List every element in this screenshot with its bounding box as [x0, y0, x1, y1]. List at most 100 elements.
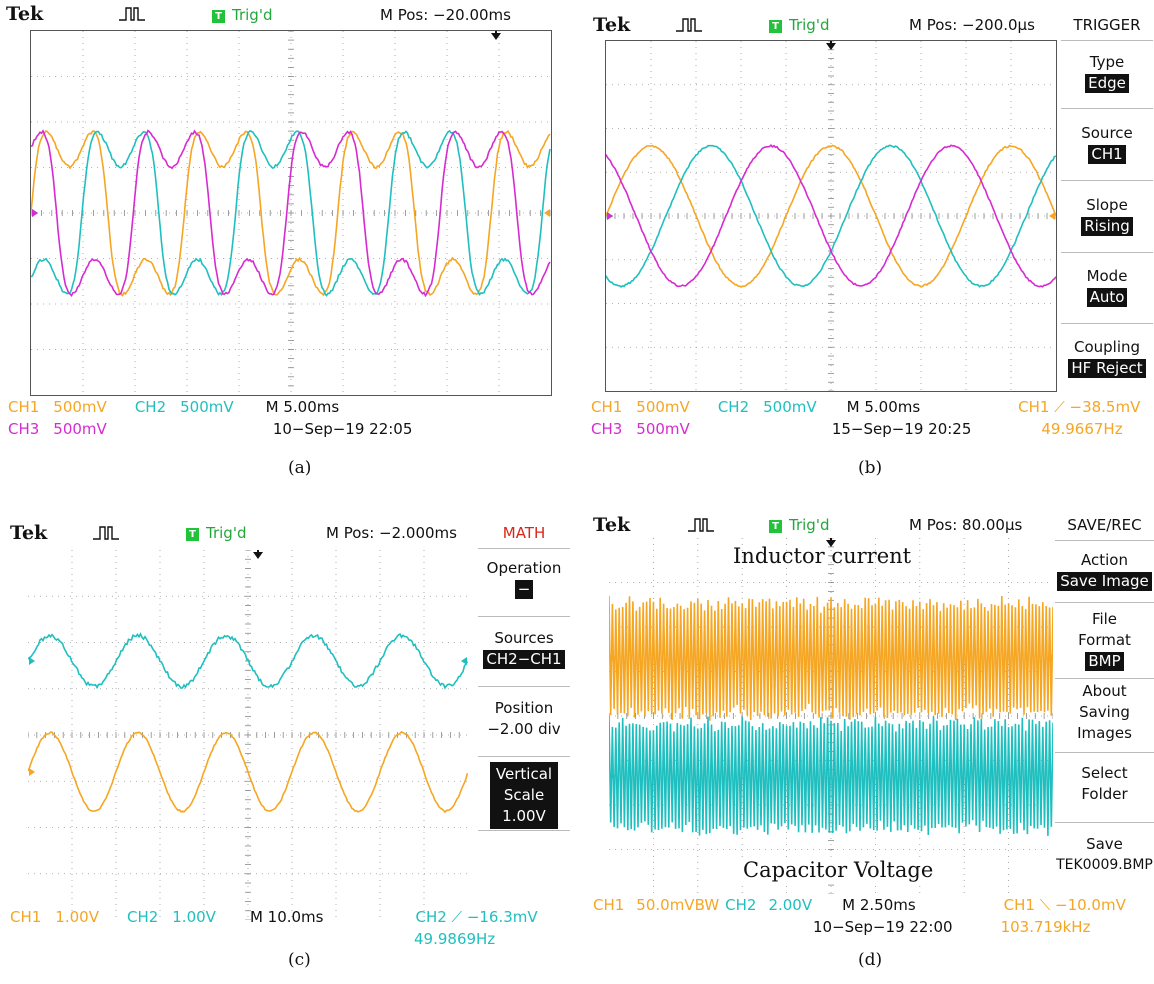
waveform-plot	[28, 550, 468, 920]
graticule	[28, 550, 468, 920]
menu-source[interactable]: Source CH1	[1061, 123, 1153, 165]
horizontal-position: M Pos: 80.00µs	[909, 516, 1023, 534]
ch2-label: CH2	[717, 398, 750, 416]
menu-operation[interactable]: Operation −	[478, 558, 570, 600]
trigger-status-label: Trig'd	[789, 516, 830, 534]
ch3-label: CH3	[8, 420, 40, 438]
trigger-status-icon: T	[212, 10, 225, 23]
scope-c: Tek T Trig'd M Pos: −2.000ms MATH Operati…	[0, 510, 570, 950]
ch2-scale: 2.00V	[768, 896, 813, 914]
menu-source-label: Source	[1081, 124, 1133, 142]
menu-mode[interactable]: Mode Auto	[1061, 266, 1153, 308]
brand-logo: Tek	[593, 14, 631, 36]
ch3-scale: 500mV	[53, 420, 107, 438]
menu-file-format[interactable]: File Format BMP	[1055, 609, 1154, 672]
trace-ch2	[31, 129, 551, 297]
menu-vscale-label1: Vertical	[495, 765, 553, 783]
datetime: 10−Sep−19 22:00	[813, 918, 953, 936]
menu-mode-value: Auto	[1086, 288, 1128, 307]
panel-a: Tek T Trig'd M Pos: −20.00ms CH1 500mV CH2 5…	[0, 0, 577, 492]
graticule	[31, 31, 551, 395]
waveform-screen	[609, 538, 1053, 894]
marker-arrow-icon	[29, 657, 35, 665]
menu-type-label: Type	[1089, 53, 1125, 71]
menu-about-1: About	[1082, 682, 1127, 700]
menu-sources-value: CH2−CH1	[483, 650, 565, 669]
waveform-screen	[30, 30, 552, 396]
menu-action[interactable]: Action Save Image	[1055, 550, 1154, 592]
inductor-current-label: Inductor current	[733, 544, 912, 568]
menu-title: MATH	[502, 524, 546, 542]
trigger-position-icon	[826, 41, 836, 50]
menu-source-value: CH1	[1088, 145, 1126, 164]
caption-b: (b)	[858, 458, 883, 478]
graticule	[606, 41, 1056, 391]
menu-type[interactable]: Type Edge	[1061, 52, 1153, 94]
marker-arrow-icon	[1046, 654, 1052, 663]
menu-operation-label: Operation	[486, 559, 562, 577]
horizontal-position: M Pos: −2.000ms	[326, 524, 457, 542]
trace-ch2	[28, 632, 468, 690]
frequency-readout: 103.719kHz	[1000, 918, 1091, 936]
menu-save-label: Save	[1086, 835, 1123, 853]
brand-logo: Tek	[10, 522, 48, 544]
menu-type-value: Edge	[1085, 74, 1129, 93]
ch1-scale: 50.0mVBW	[636, 896, 720, 914]
menu-file-label2: Format	[1078, 631, 1131, 649]
waveform-screen	[605, 40, 1057, 392]
ch1-label: CH1	[10, 908, 42, 926]
menu-coupling-value: HF Reject	[1068, 359, 1146, 378]
frequency-readout: 49.9667Hz	[1041, 420, 1123, 438]
horizontal-position: M Pos: −200.0µs	[909, 16, 1035, 34]
waveform-plot	[31, 31, 551, 395]
ch2-scale: 500mV	[180, 398, 234, 416]
menu-coupling-label: Coupling	[1073, 338, 1141, 356]
ch2-label: CH2	[134, 398, 167, 416]
waveform-plot	[606, 41, 1056, 391]
math-menu: MATH Operation − Sources CH2−CH1 Position −…	[478, 510, 570, 900]
ch3-scale: 500mV	[636, 420, 690, 438]
marker-arrow-icon	[610, 654, 616, 663]
channel-readouts: CH1 1.00V CH2 1.00V M 10.0ms CH2 ⟋ −16.3mV 49…	[10, 906, 538, 950]
menu-save[interactable]: Save TEK0009.BMP	[1055, 834, 1154, 876]
menu-slope[interactable]: Slope Rising	[1061, 195, 1153, 237]
waveform-plot	[609, 538, 1053, 894]
menu-coupling[interactable]: Coupling HF Reject	[1061, 337, 1153, 379]
trace-ch2	[609, 716, 1053, 836]
menu-save-value: TEK0009.BMP	[1056, 857, 1153, 873]
trace-ch3	[606, 144, 1056, 288]
waveform-screen	[28, 550, 468, 920]
ch1-label: CH1	[8, 398, 40, 416]
menu-slope-value: Rising	[1081, 217, 1133, 236]
menu-about-saving[interactable]: About Saving Images	[1055, 681, 1154, 744]
save-recall-menu: SAVE/REC Action Save Image File Format BMP …	[1055, 510, 1154, 900]
trigger-status-icon: T	[186, 528, 199, 541]
horizontal-position: M Pos: −20.00ms	[380, 6, 511, 24]
menu-mode-label: Mode	[1086, 267, 1128, 285]
ground-marker-ch3	[32, 209, 38, 217]
menu-sources[interactable]: Sources CH2−CH1	[478, 628, 570, 670]
ground-marker-ch2	[610, 772, 616, 781]
trigger-status-label: Trig'd	[206, 524, 247, 542]
menu-vscale-label2: Scale	[503, 786, 545, 804]
menu-about-3: Images	[1077, 724, 1132, 742]
timebase: M 10.0ms	[249, 908, 324, 926]
trigger-status: T Trig'd	[212, 6, 272, 24]
menu-select-folder[interactable]: Select Folder	[1055, 763, 1154, 805]
channel-readouts: CH1 500mV CH2 500mV M 5.00ms CH1 ⟋ −38.5mV CH…	[591, 396, 1140, 440]
acquire-run-icon	[119, 7, 145, 21]
menu-vertical-scale[interactable]: Vertical Scale 1.00V	[478, 762, 570, 829]
marker-arrow-icon	[461, 657, 467, 665]
trigger-position-icon	[253, 550, 263, 559]
trace-ch1	[609, 595, 1053, 721]
ch1-scale: 500mV	[636, 398, 690, 416]
trigger-status-label: Trig'd	[232, 6, 273, 24]
ch2-label: CH2	[126, 908, 159, 926]
menu-position[interactable]: Position −2.00 div	[478, 698, 570, 740]
trace-ch1	[28, 730, 468, 814]
trigger-menu: TRIGGER Type Edge Source CH1 Slope Rising M…	[1061, 0, 1153, 390]
ground-marker-ch2	[29, 657, 35, 665]
scope-b: Tek T Trig'd M Pos: −200.0µs TRIGGER Type…	[583, 0, 1154, 445]
menu-position-label: Position	[494, 699, 554, 717]
trigger-status: T Trig'd	[186, 524, 246, 542]
